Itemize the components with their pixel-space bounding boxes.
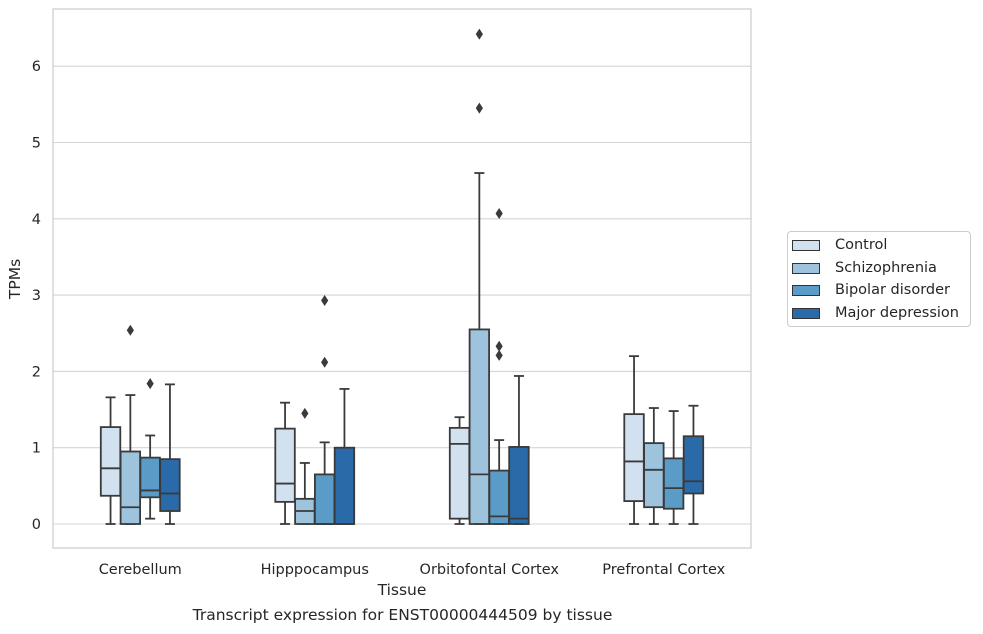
plot-area-frame <box>52 8 752 549</box>
box-schizophrenia <box>294 407 316 525</box>
y-tick-label: 3 <box>32 288 41 304</box>
x-tick-label: Prefrontal Cortex <box>602 562 725 578</box>
box-bipolar-disorder <box>488 207 510 525</box>
box-control <box>448 416 471 525</box>
box-bipolar-disorder <box>139 378 161 520</box>
x-tick-labels: Cerebellum Hipppocampus Orbitofontal Corte… <box>99 562 726 578</box>
box-major-depression <box>159 383 181 525</box>
x-tick-label: Orbitofontal Cortex <box>420 562 560 578</box>
box-control <box>623 355 645 525</box>
box-iqr <box>119 450 141 525</box>
box-iqr <box>139 456 161 499</box>
legend-label: Major depression <box>835 304 959 321</box>
box-iqr <box>508 446 530 525</box>
box-iqr <box>623 413 645 503</box>
legend-item-major-depression: Major depression <box>792 304 970 327</box>
box-iqr <box>99 426 122 497</box>
chart-caption: Transcript expression for ENST0000044450… <box>192 606 613 624</box>
legend-swatch <box>792 285 820 296</box>
box-control <box>274 401 296 525</box>
box-iqr <box>313 473 336 525</box>
y-tick-label: 0 <box>32 517 41 533</box>
box-iqr <box>468 328 491 525</box>
box-iqr <box>159 458 181 512</box>
box-bipolar-disorder <box>313 294 336 525</box>
box-major-depression <box>333 388 356 525</box>
legend-item-control: Control <box>792 236 970 259</box>
x-axis-label: Tissue <box>377 581 427 599</box>
y-tick-label: 5 <box>32 136 41 152</box>
box-schizophrenia <box>643 407 665 525</box>
box-iqr <box>682 435 705 495</box>
legend: Control Schizophrenia Bipolar disorder M… <box>787 231 971 327</box>
box-schizophrenia <box>119 324 141 525</box>
legend-swatch <box>792 240 820 251</box>
box-bipolar-disorder <box>663 410 685 525</box>
outlier-point <box>495 349 503 361</box>
legend-label: Control <box>835 237 888 253</box>
outlier-point <box>495 340 503 352</box>
x-tick-label: Hipppocampus <box>261 562 369 578</box>
box-iqr <box>333 446 356 525</box>
legend-swatch <box>792 307 820 319</box>
box-iqr <box>643 442 665 509</box>
box-control <box>99 396 122 525</box>
boxes <box>99 28 705 525</box>
box-iqr <box>274 427 296 503</box>
y-axis-label: TPMs <box>6 259 24 300</box>
outlier-point <box>126 324 134 336</box>
box-iqr <box>663 457 685 510</box>
box-schizophrenia <box>468 28 491 525</box>
outlier-point <box>146 378 154 390</box>
x-tick-label: Cerebellum <box>99 562 182 578</box>
box-major-depression <box>508 375 530 525</box>
y-tick-label: 6 <box>32 59 41 75</box>
legend-swatch <box>792 262 820 274</box>
y-tick-label: 2 <box>32 364 41 380</box>
outlier-point <box>475 102 483 114</box>
y-tick-label: 1 <box>32 441 41 457</box>
outlier-point <box>495 207 503 219</box>
legend-item-bipolar-disorder: Bipolar disorder <box>792 281 970 304</box>
legend-label: Bipolar disorder <box>835 282 950 298</box>
y-tick-label: 4 <box>32 212 41 228</box>
outlier-point <box>301 407 309 419</box>
box-major-depression <box>682 404 705 525</box>
outlier-point <box>321 294 329 306</box>
box-iqr <box>448 426 471 520</box>
legend-item-schizophrenia: Schizophrenia <box>792 259 970 282</box>
legend-label: Schizophrenia <box>835 259 937 276</box>
outlier-point <box>321 356 329 368</box>
y-tick-labels: 0 1 2 3 4 5 6 <box>32 59 41 533</box>
outlier-point <box>475 28 483 40</box>
